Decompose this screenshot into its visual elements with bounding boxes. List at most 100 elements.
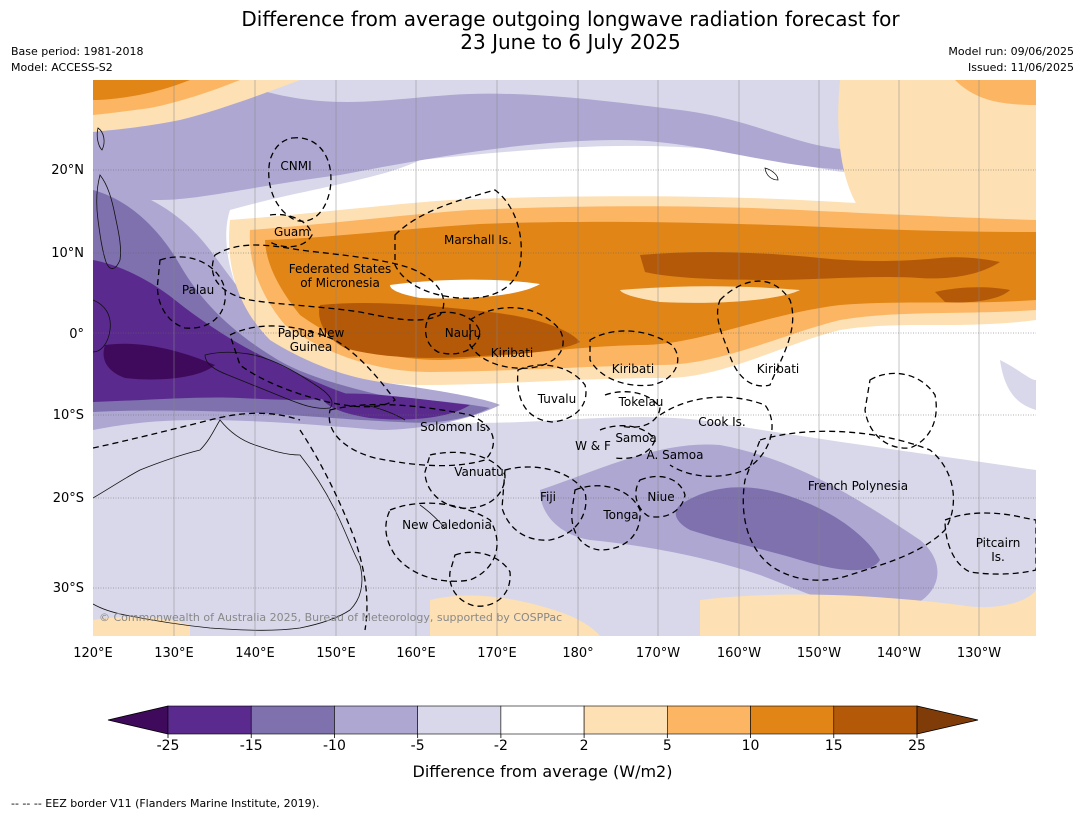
label-fsm-1: Federated States	[289, 262, 391, 276]
label-png-2: Guinea	[290, 340, 333, 354]
eez-cook	[659, 396, 773, 477]
label-french-polynesia: French Polynesia	[808, 479, 908, 493]
place-labels: CNMI Guam Marshall Is. Federated States …	[182, 159, 1020, 564]
label-tonga: Tonga	[602, 508, 638, 522]
eez-hawaii-south	[864, 372, 937, 449]
colorbar-tick-4: -2	[494, 738, 508, 754]
eez-cnmi	[268, 137, 332, 222]
x-tick-160e: 160°E	[396, 646, 436, 661]
anomaly-orange-northeast	[838, 80, 1036, 230]
label-solomon: Solomon Is.	[420, 420, 490, 434]
colorbar-tick-6: 5	[663, 738, 672, 754]
colorbar-bin-7	[750, 705, 835, 735]
colorbar-bin-0	[167, 705, 252, 735]
borneo-coast	[93, 299, 111, 353]
base-period: Base period: 1981-2018	[11, 45, 144, 58]
eez-palau	[156, 256, 226, 329]
y-tick-10s: 10°S	[53, 408, 84, 423]
anomaly-orange-northwest-3	[93, 80, 190, 100]
eez-norfolk	[449, 551, 511, 607]
meridians	[173, 80, 980, 636]
y-tick-30s: 30°S	[53, 581, 84, 596]
philippines-coast	[96, 174, 121, 269]
new-caledonia-coast	[419, 504, 446, 529]
eez-samoa	[599, 425, 656, 460]
label-marshall: Marshall Is.	[444, 233, 512, 247]
graticule	[93, 169, 1036, 589]
eez-borders	[93, 137, 1036, 631]
colorbar-title: Difference from average (W/m2)	[412, 762, 673, 781]
map-title: Difference from average outgoing longwav…	[0, 8, 1085, 54]
eez-tuvalu	[517, 364, 587, 423]
model-run: Model run: 09/06/2025	[948, 45, 1074, 58]
y-tick-0: 0°	[69, 327, 84, 342]
colorbar-tick-9: 25	[908, 738, 926, 754]
taiwan-coast	[96, 127, 105, 151]
x-tick-170w: 170°W	[636, 646, 680, 661]
label-pitcairn-1: Pitcairn	[976, 536, 1021, 550]
label-nauru: Nauru	[445, 326, 481, 340]
label-cnmi: CNMI	[280, 159, 311, 173]
eez-pitcairn	[944, 512, 1036, 575]
eez-vanuatu	[424, 451, 506, 509]
label-fsm-2: of Micronesia	[300, 276, 380, 290]
colorbar-bin-5	[583, 705, 668, 735]
colorbar-extend-low	[107, 705, 169, 735]
x-tick-170e: 170°E	[477, 646, 517, 661]
label-kiribati-2: Kiribati	[612, 362, 654, 376]
label-kiribati-3: Kiribati	[757, 362, 799, 376]
y-tick-10n: 10°N	[51, 246, 84, 261]
colorbar-tick-8: 15	[825, 738, 843, 754]
x-tick-130e: 130°E	[154, 646, 194, 661]
label-pitcairn-2: Is.	[991, 550, 1005, 564]
colorbar-extend-high	[916, 705, 979, 735]
australia-coast	[93, 419, 363, 631]
eez-kiribati-gilbert	[469, 307, 564, 369]
eez-new-caledonia	[385, 502, 498, 582]
title-line-1: Difference from average outgoing longwav…	[241, 7, 900, 31]
eez-footnote: -- -- -- EEZ border V11 (Flanders Marine…	[11, 797, 320, 810]
colorbar-bin-1	[250, 705, 335, 735]
new-guinea-coast	[204, 351, 333, 409]
meta-right: Model run: 09/06/2025 Issued: 11/06/2025	[948, 44, 1074, 76]
label-american-samoa: A. Samoa	[647, 448, 704, 462]
x-tick-150w: 150°W	[797, 646, 841, 661]
colorbar: -25 -15 -10 -5 -2 2 5 10 15 25	[107, 705, 979, 754]
x-tick-180: 180°	[562, 646, 593, 661]
label-kiribati-1: Kiribati	[491, 346, 533, 360]
eez-australia-east	[299, 429, 368, 631]
anomaly-medium-purple-north	[93, 90, 860, 200]
anomaly-neutral-gap-2	[620, 286, 800, 303]
anomaly-orange-band-darkest-east-2	[935, 287, 1010, 303]
label-tokelau: Tokelau	[618, 395, 664, 409]
x-axis-labels: 120°E 130°E 140°E 150°E 160°E 170°E 180°…	[73, 646, 1001, 661]
hawaii-coast	[764, 167, 779, 181]
y-axis-labels: 20°N 10°N 0° 10°S 20°S 30°S	[51, 163, 84, 596]
colorbar-tick-5: 2	[580, 738, 589, 754]
label-vanuatu: Vanuatu	[454, 465, 504, 479]
anomaly-orange-band-darkest	[319, 302, 580, 358]
label-tuvalu: Tuvalu	[537, 392, 577, 406]
eez-french-polynesia	[742, 430, 955, 581]
x-tick-130w: 130°W	[957, 646, 1001, 661]
eez-tokelau	[604, 391, 661, 428]
eez-fsm	[211, 244, 445, 321]
eez-solomon	[328, 403, 494, 467]
x-tick-120e: 120°E	[73, 646, 113, 661]
eez-kiribati-phoenix	[589, 330, 679, 387]
x-tick-140e: 140°E	[235, 646, 275, 661]
eez-png	[229, 325, 396, 408]
colorbar-bin-3	[417, 705, 502, 735]
label-niue: Niue	[647, 490, 674, 504]
label-fiji: Fiji	[540, 490, 556, 504]
anomaly-light-purple-east	[1000, 360, 1036, 410]
eez-tonga	[571, 485, 641, 551]
anomaly-orange-northeast-2	[955, 80, 1036, 105]
colorbar-tick-3: -5	[411, 738, 425, 754]
eez-nauru	[424, 311, 481, 355]
colorbar-bin-8	[833, 705, 918, 735]
colorbar-tick-7: 10	[742, 738, 760, 754]
anomaly-neutral-gap	[390, 279, 540, 299]
issued-date: Issued: 11/06/2025	[967, 61, 1074, 74]
